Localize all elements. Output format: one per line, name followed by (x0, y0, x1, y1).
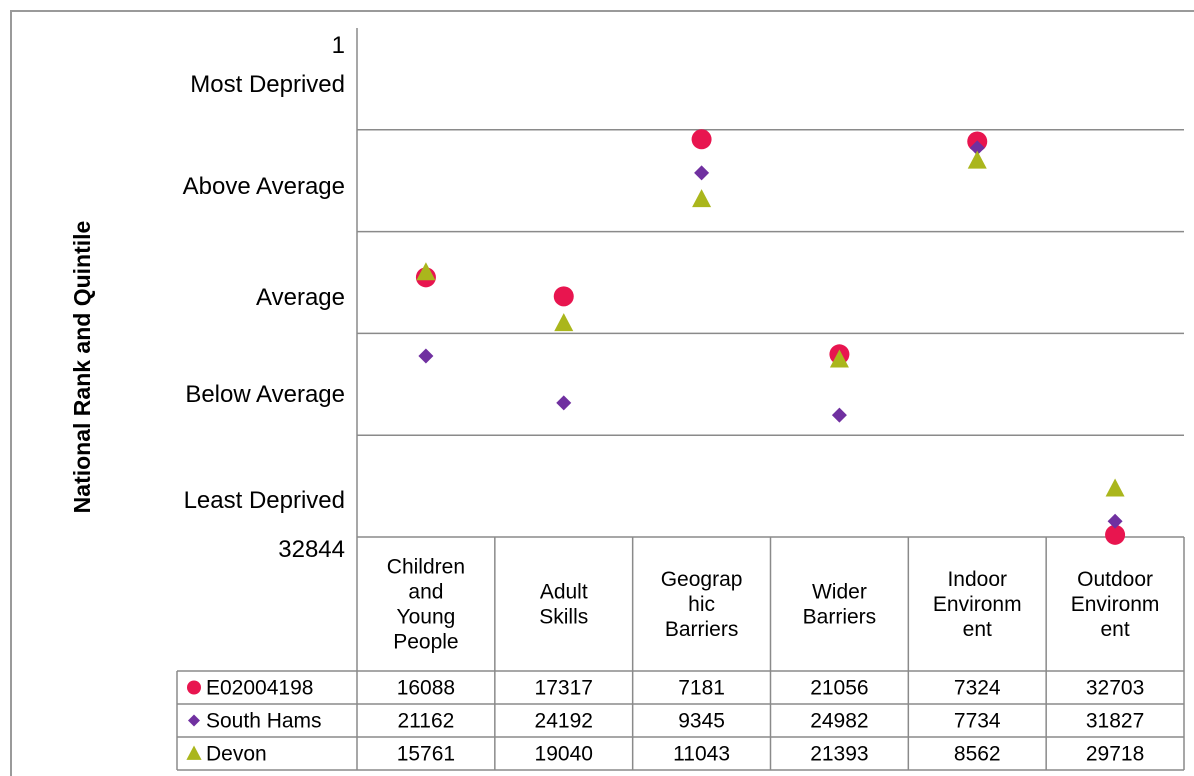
y-axis: 1 32844 National Rank and Quintile (69, 32, 345, 563)
quintile-label: Below Average (185, 381, 345, 408)
data-markers (415, 129, 1126, 545)
data-point-triangle (967, 150, 987, 169)
series-name: South Hams (206, 710, 322, 733)
table-cell-value: 7734 (954, 710, 1001, 733)
table-cell-value: 7181 (678, 677, 725, 700)
table-cell-value: 19040 (535, 743, 593, 766)
series-name: Devon (206, 743, 267, 766)
y-tick-label-bottom: 32844 (278, 536, 345, 563)
table-cell-value: 21056 (810, 677, 868, 700)
table-cell-value: 17317 (535, 677, 593, 700)
table-cell-value: 11043 (673, 743, 730, 766)
table-cell-value: 15761 (397, 743, 455, 766)
table-cell-value: 24982 (810, 710, 868, 733)
quintile-label: Above Average (183, 173, 345, 200)
table-cell-value: 9345 (678, 710, 725, 733)
data-point-triangle (554, 313, 574, 332)
table-cell-value: 16088 (397, 677, 455, 700)
gridlines (356, 28, 1184, 537)
data-point-circle (553, 286, 574, 307)
data-point-diamond (418, 348, 434, 364)
legend-marker-triangle (186, 745, 202, 760)
legend-marker-circle (187, 680, 201, 695)
data-point-diamond (1107, 513, 1123, 529)
category-label: Outdoor Environm ent (1071, 568, 1160, 641)
category-label: Geograp hic Barriers (661, 568, 743, 641)
category-label: Children and Young People (387, 556, 465, 654)
table-cell-value: 32703 (1086, 677, 1144, 700)
table-cell-value: 21393 (810, 743, 868, 766)
data-point-circle (1105, 524, 1126, 545)
chart-frame (10, 10, 1194, 776)
quintile-label: Most Deprived (190, 71, 345, 98)
data-point-triangle (829, 349, 849, 368)
data-point-triangle (692, 189, 712, 208)
data-point-diamond (556, 395, 572, 411)
data-point-diamond (969, 140, 985, 156)
y-axis-title: National Rank and Quintile (69, 221, 95, 514)
table-cell-value: 31827 (1086, 710, 1144, 733)
data-point-diamond (831, 407, 847, 423)
y-tick-label-top: 1 (332, 32, 345, 59)
category-label: Wider Barriers (803, 581, 877, 629)
quintile-labels: Most Deprived Above Average Average Below A… (183, 71, 345, 514)
table-cell-value: 24192 (535, 710, 593, 733)
quintile-label: Least Deprived (184, 487, 345, 514)
table-cell-value: 8562 (954, 743, 1001, 766)
data-point-triangle (1105, 478, 1125, 497)
legend-marker-diamond (188, 714, 200, 727)
data-point-triangle (416, 262, 436, 281)
series-name: E02004198 (206, 677, 313, 700)
quintile-label: Average (256, 284, 345, 311)
data-point-circle (691, 129, 712, 150)
data-point-diamond (694, 165, 710, 181)
table-cell-value: 29718 (1086, 743, 1144, 766)
table-cell-value: 21162 (397, 710, 454, 733)
table-cell-value: 7324 (954, 677, 1001, 700)
category-label: Adult Skills (539, 581, 588, 629)
data-table: Children and Young People Adult Skills Geograp… (176, 536, 1185, 771)
category-label: Indoor Environm ent (933, 568, 1022, 641)
